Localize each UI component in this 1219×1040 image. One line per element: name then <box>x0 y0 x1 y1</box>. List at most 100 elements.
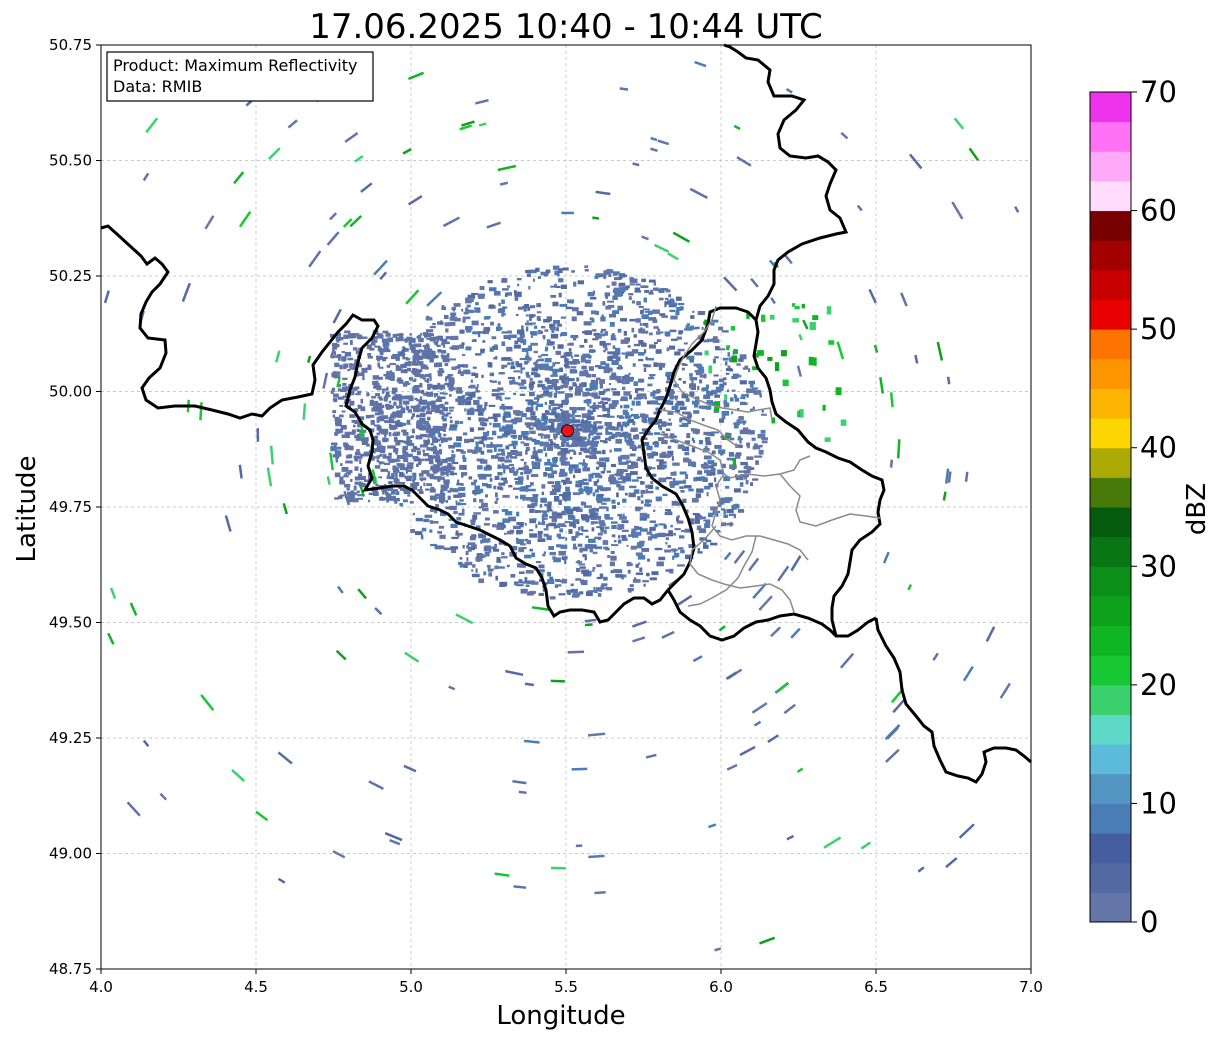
echo-cell <box>438 525 445 529</box>
echo-cell <box>489 372 495 377</box>
echo-cell <box>479 459 482 463</box>
echo-streak <box>650 147 658 152</box>
echo-cell <box>527 306 531 311</box>
echo-cell <box>574 354 580 357</box>
echo-cell <box>393 436 398 442</box>
echo-cell <box>622 431 629 435</box>
colorbar-tick-label: 40 <box>1140 431 1177 465</box>
echo-cell <box>656 331 661 335</box>
echo-cell <box>419 382 423 388</box>
echo-cell <box>420 412 426 418</box>
echo-cell <box>562 414 566 418</box>
echo-cell <box>399 471 404 476</box>
echo-cell <box>425 488 430 491</box>
echo-streak <box>947 471 952 483</box>
echo-cell <box>532 423 540 427</box>
echo-cell <box>558 292 562 298</box>
echo-cell <box>429 326 436 329</box>
echo-cell <box>401 429 407 433</box>
echo-streak <box>953 117 965 130</box>
echo-cell <box>611 360 619 366</box>
echo-cell <box>552 418 560 422</box>
echo-cell <box>582 459 585 463</box>
echo-cell <box>521 379 527 384</box>
echo-cell <box>691 447 696 453</box>
echo-cell <box>480 350 485 354</box>
echo-cell <box>564 358 569 363</box>
y-axis-ticks: 48.7549.0049.2549.5049.7550.0050.2550.50… <box>49 36 101 978</box>
echo-cell <box>576 377 580 382</box>
echo-cell <box>606 507 609 512</box>
echo-cell <box>391 473 395 477</box>
echo-cell <box>506 285 511 288</box>
echo-cell <box>516 278 522 281</box>
echo-cell <box>585 455 593 458</box>
echo-cell <box>479 440 484 445</box>
echo-cell <box>724 361 728 366</box>
echo-cell <box>554 513 563 519</box>
echo-cell <box>652 452 658 456</box>
echo-cell <box>668 418 671 421</box>
echo-cell <box>493 417 498 422</box>
echo-streak <box>752 582 767 600</box>
echo-cell <box>392 467 399 471</box>
echo-cell <box>534 501 538 504</box>
echo-cell <box>529 518 537 524</box>
echo-cell <box>687 419 691 425</box>
echo-cell <box>516 363 523 368</box>
echo-cell <box>381 488 385 492</box>
echo-streak <box>641 235 649 241</box>
echo-cell <box>419 491 424 494</box>
echo-cell <box>549 324 553 328</box>
echo-cell <box>561 442 565 447</box>
echo-cell <box>596 435 601 440</box>
echo-cell <box>506 346 513 352</box>
echo-cell <box>616 492 619 498</box>
echo-cell <box>530 581 539 585</box>
echo-cell <box>393 413 400 418</box>
echo-cell <box>342 383 347 386</box>
echo-cell <box>630 408 633 411</box>
echo-cell <box>361 336 368 339</box>
echo-cell <box>628 492 636 498</box>
echo-cell <box>739 429 748 435</box>
echo-cell <box>457 371 461 374</box>
echo-cell <box>371 396 376 399</box>
echo-cell <box>376 459 380 463</box>
echo-cell <box>594 546 603 550</box>
echo-cell <box>504 429 511 434</box>
echo-cell <box>496 559 502 563</box>
echo-cell <box>628 534 633 537</box>
echo-cell <box>543 528 549 531</box>
echo-cell <box>588 447 594 450</box>
echo-cell <box>544 348 548 352</box>
echo-cell <box>714 406 720 412</box>
echo-cell <box>667 410 674 415</box>
echo-cell <box>539 504 543 508</box>
echo-cell <box>427 393 433 397</box>
echo-cell <box>348 471 351 475</box>
echo-cell <box>474 446 480 452</box>
echo-cell <box>753 390 759 395</box>
echo-cell <box>582 467 590 472</box>
echo-cell <box>598 587 603 592</box>
echo-cell <box>494 500 498 504</box>
echo-cell <box>709 471 716 476</box>
echo-cell <box>661 315 668 318</box>
echo-streak <box>770 626 782 638</box>
echo-streak <box>204 215 215 230</box>
echo-cell <box>580 420 588 424</box>
echo-cell <box>745 464 749 469</box>
echo-cell <box>654 547 663 551</box>
echo-cell <box>610 521 618 524</box>
echo-cell <box>570 443 579 447</box>
echo-cell <box>577 560 580 564</box>
echo-cell <box>463 563 468 568</box>
echo-cell <box>640 481 644 485</box>
echo-cell <box>641 428 649 432</box>
echo-cell <box>335 355 340 358</box>
echo-cell <box>388 481 393 485</box>
echo-cell <box>501 299 505 304</box>
echo-cell <box>587 590 594 593</box>
echo-streak <box>714 947 722 952</box>
